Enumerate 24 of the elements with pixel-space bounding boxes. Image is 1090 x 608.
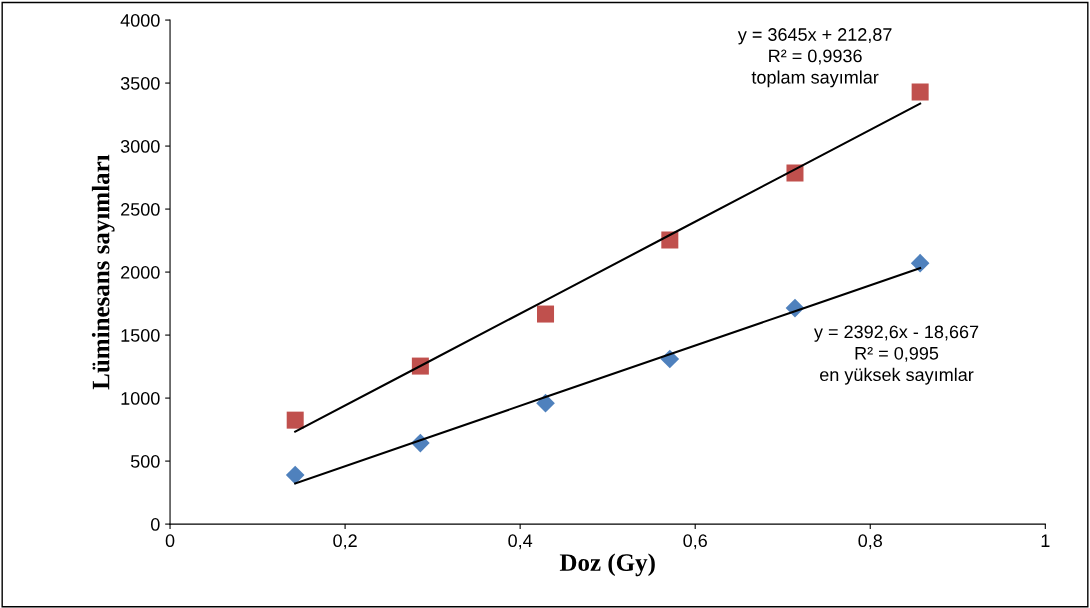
annotation: y = 3645x + 212,87 R² = 0,9936 toplam sayımlar [737,28,892,88]
x-tick-label: 0 [165,534,175,548]
y-tick-label: 3000 [120,140,160,153]
point [285,465,305,485]
x-axis-title: Doz (Gy) [559,553,655,577]
x-tick-label: 1 [1041,534,1050,547]
x-tick-label: 0,4 [508,534,533,550]
x-tick-label: 0,6 [683,534,707,550]
x-tick-label: 0,2 [333,534,357,550]
y-tick-label: 2000 [121,266,160,279]
point [911,83,929,101]
point [286,411,304,429]
point [910,253,930,273]
y-tick-label: 4000 [120,14,160,27]
y-tick-label: 500 [130,455,160,468]
y-tick-label: 0 [150,518,160,531]
y-tick-label: 2500 [121,203,160,216]
y-tick-label: 1000 [121,392,160,405]
y-tick-label: 1500 [121,329,160,342]
y-axis-title: Lüminesans sayımları [91,154,115,390]
point [537,305,555,323]
annotation: y = 2392,6x - 18,667 R² = 0,995 en yüksek sayımlar [814,325,979,385]
y-tick-label: 3500 [120,77,160,90]
x-tick-label: 0,8 [858,534,883,550]
